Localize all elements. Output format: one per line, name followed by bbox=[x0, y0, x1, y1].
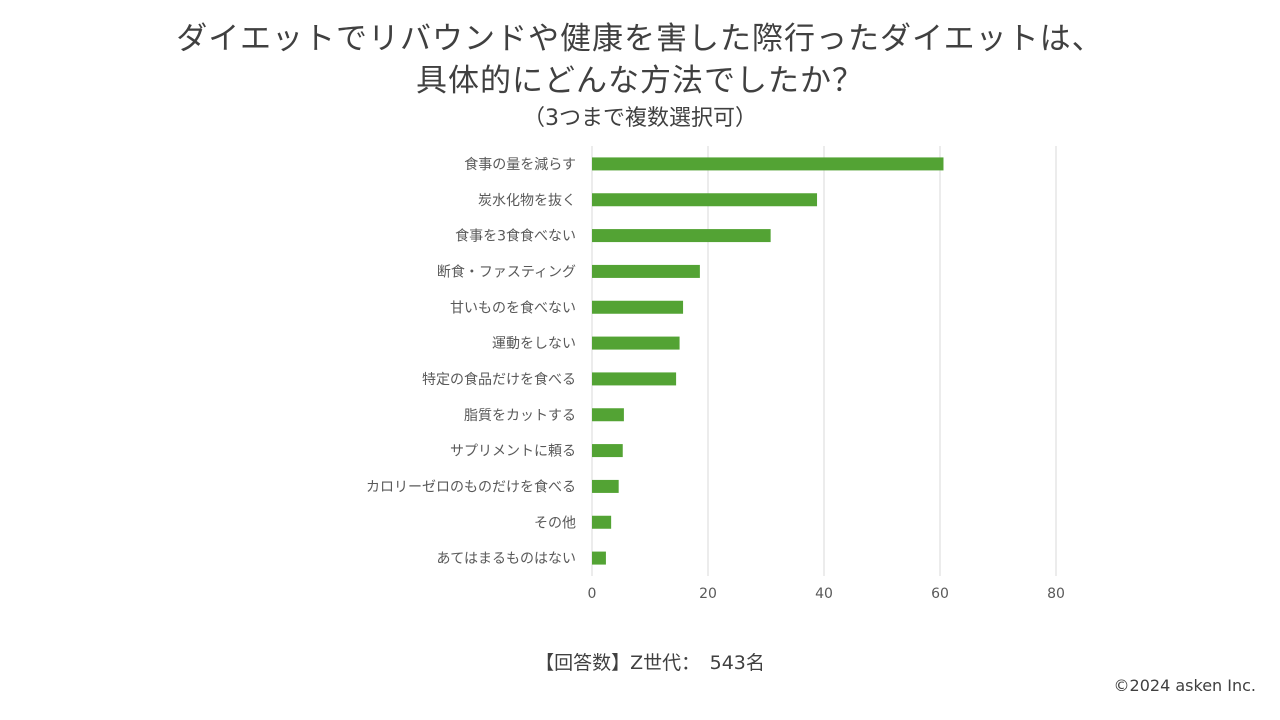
bar bbox=[592, 551, 606, 565]
x-tick-label: 80 bbox=[1047, 586, 1065, 602]
bar bbox=[592, 372, 677, 386]
chart-title-line-1: ダイエットでリバウンドや健康を害した際行ったダイエットは、 bbox=[176, 21, 1104, 57]
category-label: サプリメントに頼る bbox=[450, 444, 576, 460]
chart-title: ダイエットでリバウンドや健康を害した際行ったダイエットは、 具体的にどんな方法で… bbox=[0, 18, 1280, 134]
category-label: 脂質をカットする bbox=[464, 408, 576, 424]
category-label: 断食・ファスティング bbox=[437, 263, 576, 280]
bar bbox=[592, 157, 944, 171]
category-label: 食事の量を減らす bbox=[464, 156, 576, 173]
bar bbox=[592, 408, 624, 422]
chart-title-line-2: 具体的にどんな方法でしたか？ bbox=[416, 63, 864, 99]
x-tick-label: 0 bbox=[588, 586, 597, 602]
respondent-count: 【回答数】Z世代： 543名 bbox=[535, 652, 765, 674]
bar bbox=[592, 300, 684, 314]
category-label: カロリーゼロのものだけを食べる bbox=[366, 478, 576, 495]
bar bbox=[592, 193, 818, 207]
category-label: 食事を3食食べない bbox=[455, 228, 576, 245]
category-label: その他 bbox=[534, 515, 576, 531]
category-label: あてはまるものはない bbox=[437, 551, 576, 567]
bar bbox=[592, 479, 619, 493]
bar bbox=[592, 515, 612, 529]
category-label: 炭水化物を抜く bbox=[478, 193, 576, 209]
category-label: 特定の食品だけを食べる bbox=[422, 371, 576, 388]
x-tick-label: 20 bbox=[699, 586, 717, 602]
bar bbox=[592, 336, 680, 350]
bar bbox=[592, 264, 700, 278]
bar bbox=[592, 229, 771, 243]
chart-subtitle: （3つまで複数選択可） bbox=[523, 106, 757, 131]
category-label: 甘いものを食べない bbox=[450, 299, 576, 316]
category-label: 運動をしない bbox=[492, 336, 576, 352]
x-tick-label: 40 bbox=[815, 586, 833, 602]
x-tick-label: 60 bbox=[931, 586, 949, 602]
copyright-notice: ©2024 asken Inc. bbox=[1113, 676, 1256, 695]
bar bbox=[592, 444, 623, 458]
